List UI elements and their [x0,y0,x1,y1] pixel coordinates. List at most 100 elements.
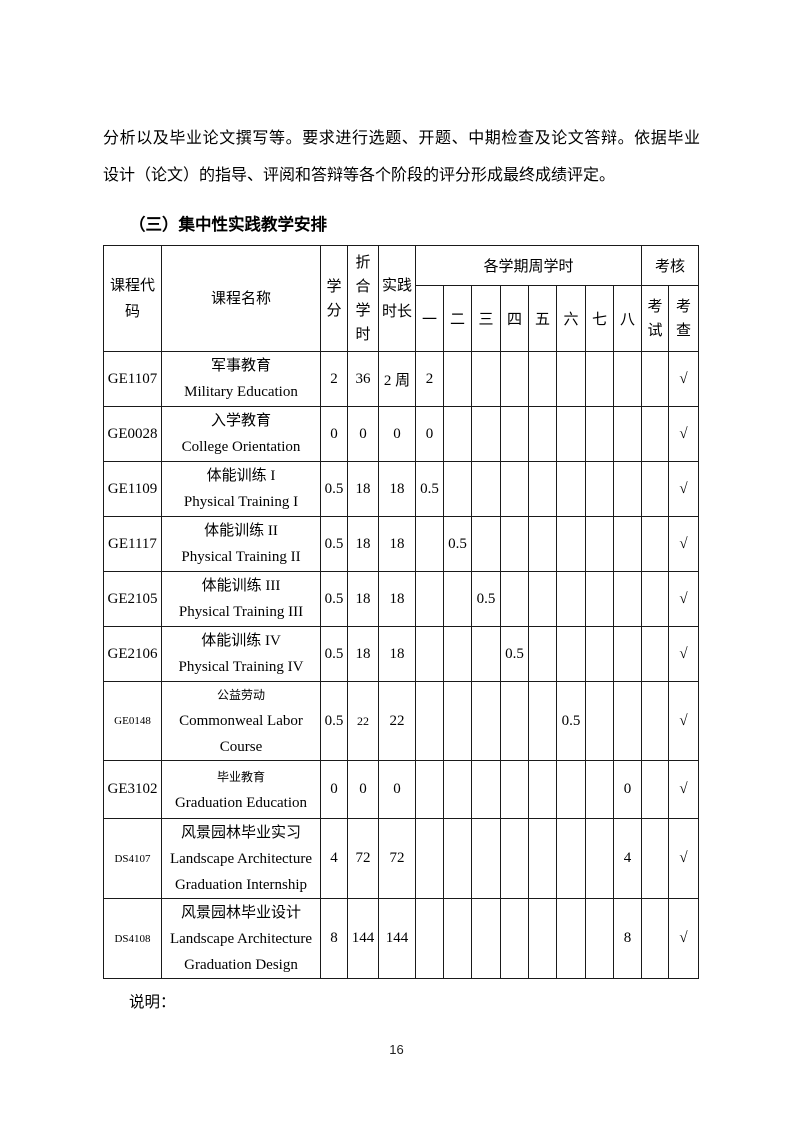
semester-2-cell: 0.5 [443,516,472,572]
practice-teaching-schedule-table: 课程代码 课程名称 学分 折合学时 实践时长 各学期周学时 考核 一 二 三 四… [103,245,700,979]
table-row-ge1107: GE1107 军事教育 Military Education 2 36 2 周 … [103,351,700,407]
course-name-zh: 体能训练 III [201,578,281,594]
semester-3-cell: 0.5 [471,571,501,627]
duration-cell: 2 周 [378,351,416,407]
hours-cell: 22 [347,681,379,761]
semester-4-cell [500,351,529,407]
exam-cell [641,516,670,572]
page-content: 分析以及毕业论文撰写等。要求进行选题、开题、中期检查及论文答辩。依据毕业 设计（… [103,130,700,1011]
course-name-zh: 风景园林毕业实习 [180,824,301,841]
exam-cell [641,571,670,627]
header-check: 考查 [668,285,700,352]
table-row-ge0028: GE0028 入学教育 College Orientation 0 0 0 0 [103,406,700,462]
semester-2-cell [443,351,472,407]
semester-3-cell [471,898,501,979]
exam-cell [641,351,670,407]
hours-cell: 0 [347,406,379,462]
credit-cell: 0 [320,406,348,462]
header-semester-7: 七 [585,285,614,352]
semester-1-cell [415,516,444,572]
semester-8-cell: 8 [612,898,643,979]
check-mark-cell: √ [668,406,700,462]
semester-2-cell [443,898,472,979]
semester-2-cell [443,760,472,819]
semester-1-cell: 0 [415,406,444,462]
hours-cell: 18 [347,626,379,682]
semester-5-cell [528,461,557,517]
semester-6-cell [556,898,586,979]
course-code-cell: GE2106 [103,626,162,682]
semester-2-cell [443,818,472,899]
semester-5-cell [528,571,557,627]
semester-6-cell [556,516,586,572]
semester-2-cell [443,681,472,761]
course-name-cell: 体能训练 IV Physical Training IV [161,626,321,682]
semester-3-cell [471,516,501,572]
semester-4-cell [500,516,529,572]
course-name-en: Physical Training IV [178,659,304,675]
semester-8-cell [612,571,643,627]
duration-cell: 0 [378,406,416,462]
semester-8-cell [612,461,643,517]
semester-6-cell [556,406,586,462]
course-code-cell: GE0028 [103,406,162,462]
course-name-en: Physical Training III [178,604,304,620]
header-row-1: 课程代码 课程名称 学分 折合学时 实践时长 各学期周学时 考核 [103,245,700,352]
course-name-en: Commonweal Labor Course [179,713,303,755]
course-name-zh: 军事教育 [210,358,271,374]
course-code-cell: GE0148 [103,681,162,761]
table-row-ge0148: GE0148 公益劳动 Commonweal Labor Course 0.5 … [103,681,700,761]
semester-7-cell [585,351,614,407]
course-name-en: Landscape Architecture Graduation Design [169,930,312,973]
duration-cell: 18 [378,516,416,572]
check-mark-cell: √ [668,681,700,761]
semester-8-cell [612,351,643,407]
check-mark-cell: √ [668,571,700,627]
exam-cell [641,681,670,761]
header-semester-4: 四 [500,285,529,352]
table-row-ge3102: GE3102 毕业教育 Graduation Education 0 0 0 [103,760,700,819]
exam-cell [641,406,670,462]
credit-cell: 4 [320,818,348,899]
course-name-cell: 毕业教育 Graduation Education [161,760,321,819]
semester-1-cell: 2 [415,351,444,407]
semester-4-cell [500,681,529,761]
semester-1-cell [415,571,444,627]
course-name-en: Physical Training I [183,494,299,510]
credit-cell: 0.5 [320,516,348,572]
semester-7-cell [585,681,614,761]
semester-5-cell [528,818,557,899]
course-code-cell: DS4108 [103,898,162,979]
credit-cell: 0.5 [320,461,348,517]
semester-3-cell [471,681,501,761]
credit-cell: 8 [320,898,348,979]
header-assessment: 考核 [641,245,700,286]
credit-cell: 2 [320,351,348,407]
semester-5-cell [528,626,557,682]
semester-3-cell [471,818,501,899]
course-code-cell: GE1117 [103,516,162,572]
duration-cell: 18 [378,461,416,517]
semester-2-cell [443,406,472,462]
header-semester-5: 五 [528,285,557,352]
course-name-cell: 体能训练 I Physical Training I [161,461,321,517]
table-row-ge1109: GE1109 体能训练 I Physical Training I 0.5 18… [103,461,700,517]
semester-6-cell [556,760,586,819]
hours-cell: 144 [347,898,379,979]
header-practice-duration: 实践时长 [378,245,416,352]
duration-cell: 72 [378,818,416,899]
course-name-en: Landscape Architecture Graduation Intern… [169,850,312,893]
semester-2-cell [443,571,472,627]
course-name-zh: 入学教育 [210,413,271,429]
check-mark-cell: √ [668,760,700,819]
semester-5-cell [528,760,557,819]
table-row-ds4107: DS4107 风景园林毕业实习 Landscape Architecture G… [103,818,700,899]
semester-7-cell [585,406,614,462]
header-semester-1: 一 [415,285,444,352]
semester-1-cell: 0.5 [415,461,444,517]
header-semester-6: 六 [556,285,586,352]
semester-8-cell [612,516,643,572]
credit-cell: 0.5 [320,571,348,627]
header-row-2: 一 二 三 四 五 六 七 八 考试 考查 [104,285,700,352]
header-semester-3: 三 [471,285,501,352]
